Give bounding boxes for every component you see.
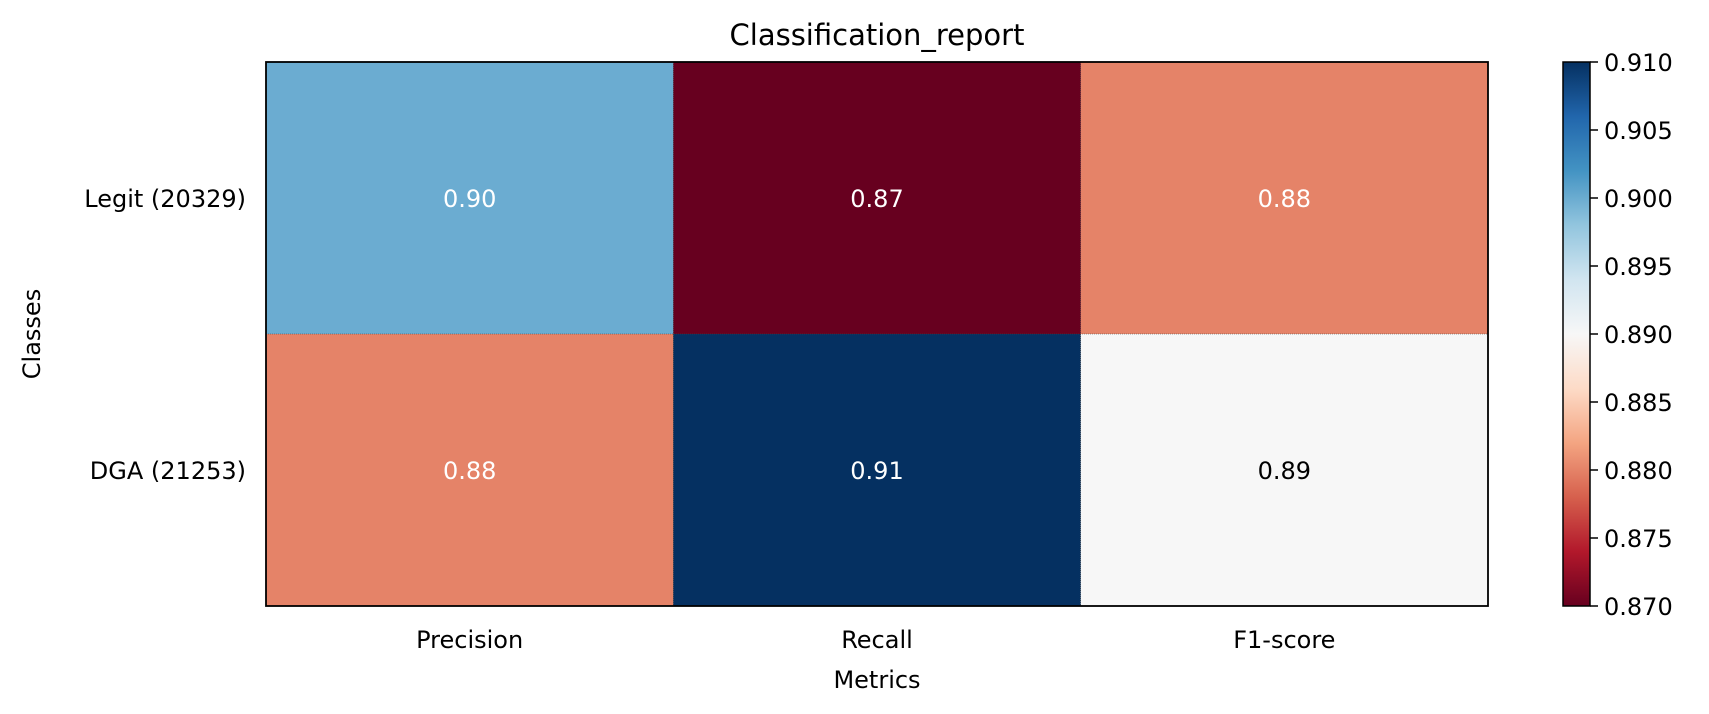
colorbar: [1562, 61, 1591, 607]
cell-value-label: 0.88: [1258, 185, 1311, 213]
colorbar-tick-label: 0.890: [1604, 321, 1673, 349]
y-axis-label: Classes: [18, 289, 46, 379]
heatmap-cell: [266, 62, 674, 335]
heatmap-cell: [1080, 62, 1489, 335]
colorbar-tick-label: 0.900: [1604, 185, 1673, 213]
x-tick-label: Precision: [416, 626, 523, 654]
cell-value-label: 0.88: [443, 457, 496, 485]
x-axis-ticks: Precision Recall F1-score: [416, 626, 1335, 654]
x-axis-label: Metrics: [833, 666, 920, 694]
cell-value-label: 0.87: [850, 185, 903, 213]
colorbar-tick-label: 0.885: [1604, 389, 1673, 417]
cell-value-label: 0.89: [1258, 457, 1311, 485]
y-axis-ticks: Legit (20329) DGA (21253): [84, 185, 246, 485]
cell-value-label: 0.90: [443, 185, 496, 213]
heatmap-cell: [266, 334, 674, 607]
x-tick-label: Recall: [841, 626, 913, 654]
cell-value-label: 0.91: [850, 457, 903, 485]
heatmap-cell: [1080, 334, 1489, 607]
heatmap-cell: [673, 334, 1082, 607]
colorbar-tick-label: 0.875: [1604, 525, 1673, 553]
x-tick-label: F1-score: [1233, 626, 1335, 654]
y-tick-label: DGA (21253): [90, 457, 246, 485]
colorbar-tick-label: 0.880: [1604, 457, 1673, 485]
plot-frame: [265, 61, 1489, 607]
colorbar-tick-label: 0.905: [1604, 117, 1673, 145]
colorbar-tick-label: 0.870: [1604, 593, 1673, 621]
colorbar-ticks: 0.870 0.875 0.880 0.885 0.890 0.895 0.900 0.905…: [1590, 49, 1673, 621]
colorbar-tick-label: 0.895: [1604, 253, 1673, 281]
heatmap-cell: [673, 62, 1082, 335]
colorbar-tick-label: 0.910: [1604, 49, 1673, 77]
chart-title: Classification_report: [730, 18, 1025, 52]
y-tick-label: Legit (20329): [84, 185, 246, 213]
heatmap-cells: [266, 62, 1489, 607]
heatmap-cell-labels: 0.90 0.87 0.88 0.88 0.91 0.89: [443, 185, 1311, 485]
